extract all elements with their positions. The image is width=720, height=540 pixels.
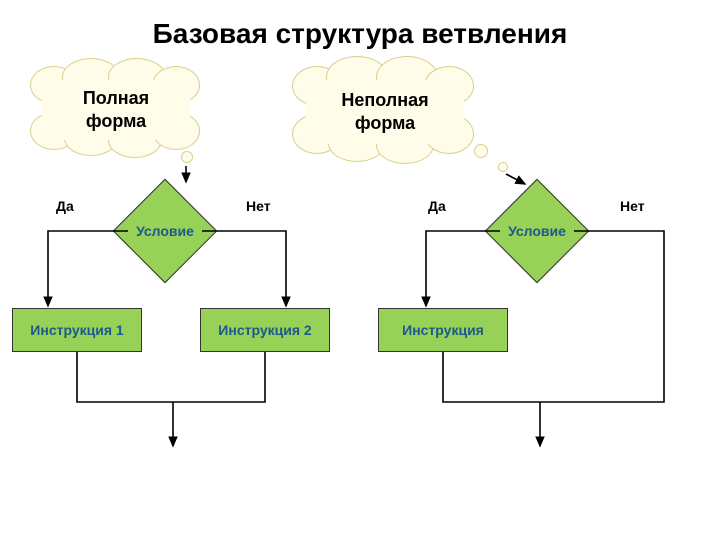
left-condition-diamond: Условие [128,194,202,268]
left-condition-label: Условие [136,223,194,239]
left-yes-label: Да [56,198,74,214]
left-no-label: Нет [246,198,271,214]
page-title: Базовая структура ветвления [0,18,720,50]
right-instruction-label: Инструкция [402,322,484,338]
right-condition-label: Условие [508,223,566,239]
bubble-left [181,151,193,163]
arrow-left-no [202,231,286,306]
right-yes-label: Да [428,198,446,214]
cloud-short-label: Неполная форма [341,89,428,136]
arrow-right-merge [443,352,540,402]
arrow-left-merge1 [77,352,173,402]
arrow-left-merge2 [173,352,265,402]
left-instruction-1: Инструкция 1 [12,308,142,352]
left-instruction-2-label: Инструкция 2 [218,322,311,338]
arrow-left-yes [48,231,128,306]
arrow-right-into [506,174,525,184]
left-instruction-1-label: Инструкция 1 [30,322,123,338]
right-instruction: Инструкция [378,308,508,352]
left-instruction-2: Инструкция 2 [200,308,330,352]
right-no-label: Нет [620,198,645,214]
arrow-right-yes [426,231,500,306]
cloud-full-label: Полная форма [83,87,149,134]
right-condition-diamond: Условие [500,194,574,268]
bubble-right-2 [498,162,508,172]
bubble-right-1 [474,144,488,158]
